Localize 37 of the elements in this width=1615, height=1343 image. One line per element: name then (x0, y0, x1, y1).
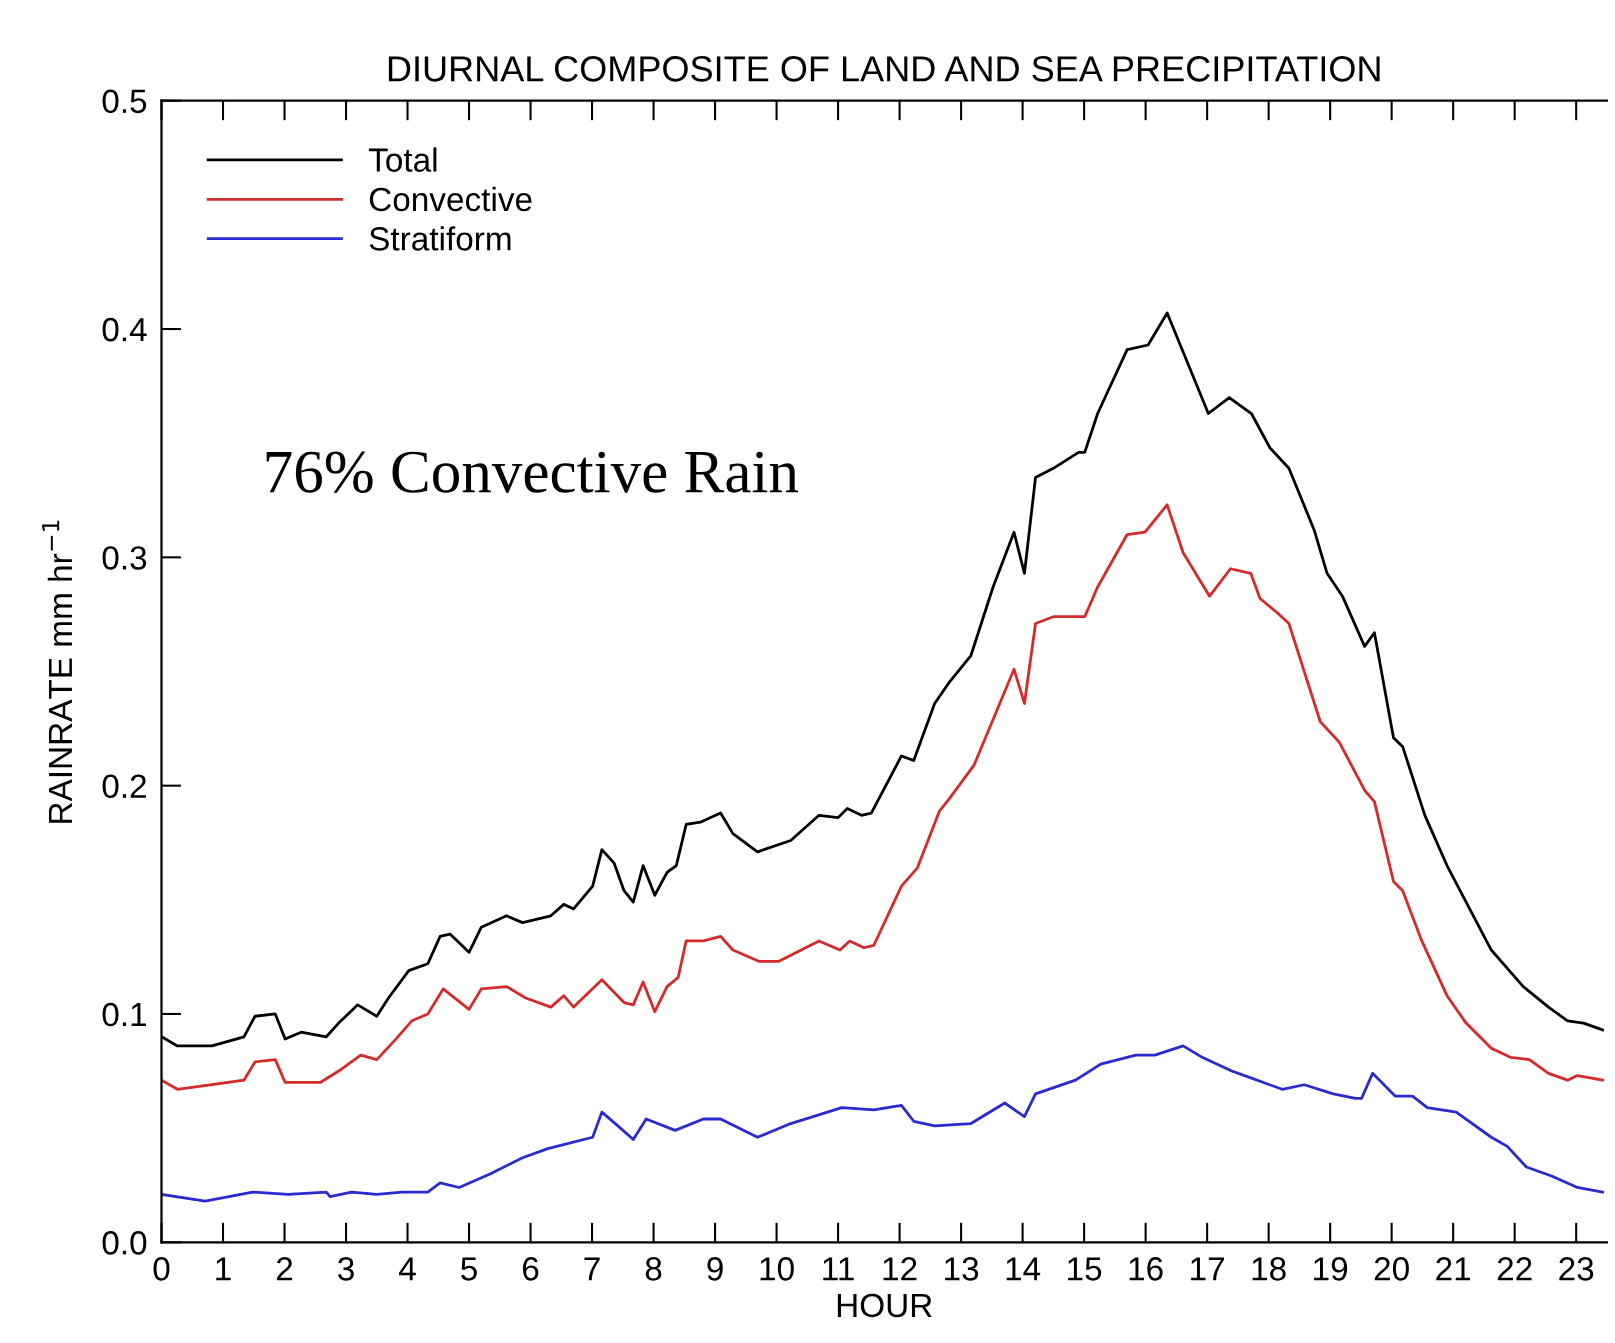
x-tick-label: 1 (216, 1257, 231, 1281)
x-tick-label: 2 (276, 1257, 293, 1281)
x-tick-label: 11 (823, 1257, 854, 1281)
x-tick-label: 19 (1314, 1257, 1348, 1281)
x-tick-label: 9 (707, 1257, 723, 1281)
x-tick-label: 16 (1129, 1257, 1163, 1281)
x-tick-label: 20 (1374, 1257, 1409, 1281)
legend-label: Stratiform (369, 226, 511, 251)
y-tick-label: 0.4 (102, 317, 147, 342)
x-tick-label: 6 (522, 1257, 539, 1281)
chart-title: DIURNAL COMPOSITE OF LAND AND SEA PRECIPITATION (388, 56, 1380, 82)
x-tick-label: 10 (760, 1257, 794, 1281)
x-tick-label: 15 (1068, 1257, 1102, 1281)
x-tick-label: 8 (645, 1257, 662, 1281)
x-tick-label: 5 (461, 1257, 477, 1281)
y-tick-label: 0.2 (102, 774, 146, 799)
y-tick-label: 0.1 (102, 1002, 146, 1027)
x-tick-label: 21 (1436, 1257, 1471, 1281)
x-axis-title: HOUR (837, 1293, 932, 1318)
x-tick-label: 7 (584, 1257, 600, 1281)
x-tick-label: 3 (338, 1257, 354, 1281)
legend-label: Convective (369, 186, 532, 212)
x-tick-label: 18 (1252, 1257, 1286, 1281)
annotation: 76% Convective Rain (266, 451, 799, 493)
y-tick-label: 0.3 (102, 546, 147, 570)
x-tick-label: 13 (945, 1257, 979, 1281)
x-tick-label: 4 (399, 1257, 416, 1281)
y-tick-label: 0.5 (102, 89, 147, 114)
x-tick-label: 0 (153, 1257, 170, 1281)
x-tick-label: 14 (1006, 1257, 1041, 1281)
y-tick-label: 0.0 (102, 1231, 147, 1255)
x-tick-label: 23 (1559, 1257, 1594, 1281)
x-tick-label: 12 (883, 1257, 917, 1281)
x-tick-label: 22 (1497, 1257, 1532, 1281)
legend-label: Total (368, 147, 437, 172)
x-tick-label: 17 (1191, 1257, 1224, 1281)
y-axis-title: RAINRATE mm hr$^{−1}$ (42, 520, 72, 823)
